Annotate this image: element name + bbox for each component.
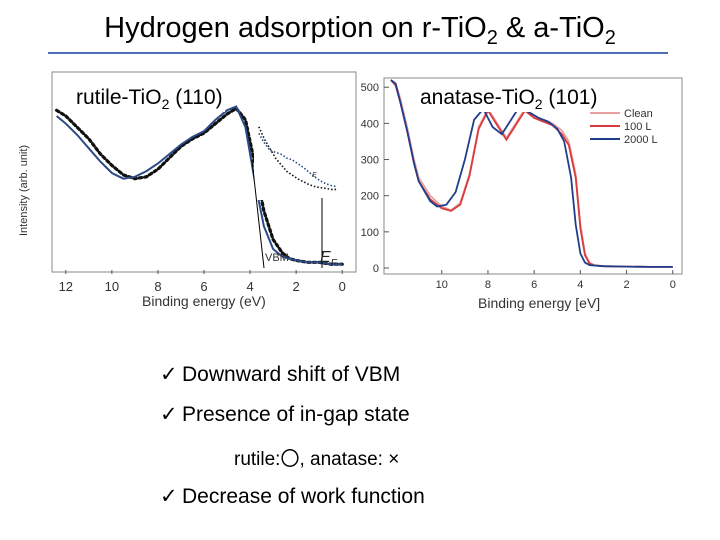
rutile-inset-series-1 bbox=[258, 132, 338, 188]
rutile-x-tick-label: 10 bbox=[105, 279, 119, 294]
anatase-y-tick-label: 200 bbox=[361, 191, 379, 203]
rutile-inset-series-0 bbox=[258, 126, 338, 191]
rutile-y-axis-label: Intensity (arb. unit) bbox=[18, 145, 30, 236]
vbm-leader-line bbox=[251, 159, 265, 269]
rutile-x-tick-label: 12 bbox=[59, 279, 73, 294]
slide-title: Hydrogen adsorption on r-TiO2 & a-TiO2 bbox=[104, 12, 616, 49]
anatase-x-tick-label: 8 bbox=[485, 279, 491, 291]
check-icon: ✓ bbox=[160, 403, 178, 426]
check-icon: ✓ bbox=[160, 485, 178, 508]
title-underline bbox=[48, 52, 668, 54]
bullet-rutile-anatase-note: rutile:〇, anatase: × bbox=[234, 449, 400, 470]
rutile-series-line-1 bbox=[55, 105, 343, 266]
legend-label-1: 100 L bbox=[624, 121, 652, 133]
rutile-x-axis-label: Binding energy (eV) bbox=[142, 293, 266, 309]
bullet-vbm-shift: ✓ Downward shift of VBM bbox=[160, 363, 401, 386]
legend-label-2: 2000 L bbox=[624, 134, 658, 146]
rutile-x-tick-label: 2 bbox=[293, 279, 300, 294]
anatase-y-tick-label: 300 bbox=[361, 155, 379, 167]
rutile-panel-label: rutile-TiO2 (110) bbox=[74, 86, 225, 113]
vbm-label: VBM bbox=[265, 252, 289, 264]
bullet-work-function: ✓ Decrease of work function bbox=[160, 485, 425, 508]
rutile-x-tick-label: 8 bbox=[154, 279, 161, 294]
rutile-x-tick-label: 6 bbox=[200, 279, 207, 294]
anatase-y-tick-label: 0 bbox=[373, 263, 379, 275]
anatase-series-line-2 bbox=[390, 79, 673, 268]
rutile-inset-background bbox=[254, 118, 344, 200]
anatase-x-tick-label: 2 bbox=[623, 279, 629, 291]
rutile-x-tick-label: 4 bbox=[246, 279, 253, 294]
fermi-level-label: EF bbox=[320, 249, 338, 269]
anatase-y-tick-label: 500 bbox=[361, 82, 379, 94]
anatase-x-tick-label: 4 bbox=[577, 279, 583, 291]
bullet-in-gap-state: ✓ Presence of in-gap state bbox=[160, 403, 410, 426]
anatase-y-tick-label: 100 bbox=[361, 227, 379, 239]
anatase-x-axis-label: Binding energy [eV] bbox=[478, 295, 600, 311]
legend-label-0: Clean bbox=[624, 108, 653, 120]
anatase-x-tick-label: 10 bbox=[436, 279, 448, 291]
inset-ef-label: E bbox=[312, 172, 317, 179]
anatase-panel-label: anatase-TiO2 (101) bbox=[418, 86, 600, 113]
anatase-y-tick-label: 400 bbox=[361, 118, 379, 130]
check-icon: ✓ bbox=[160, 363, 178, 386]
rutile-x-tick-label: 0 bbox=[339, 279, 346, 294]
anatase-x-tick-label: 0 bbox=[670, 279, 676, 291]
anatase-x-tick-label: 6 bbox=[531, 279, 537, 291]
